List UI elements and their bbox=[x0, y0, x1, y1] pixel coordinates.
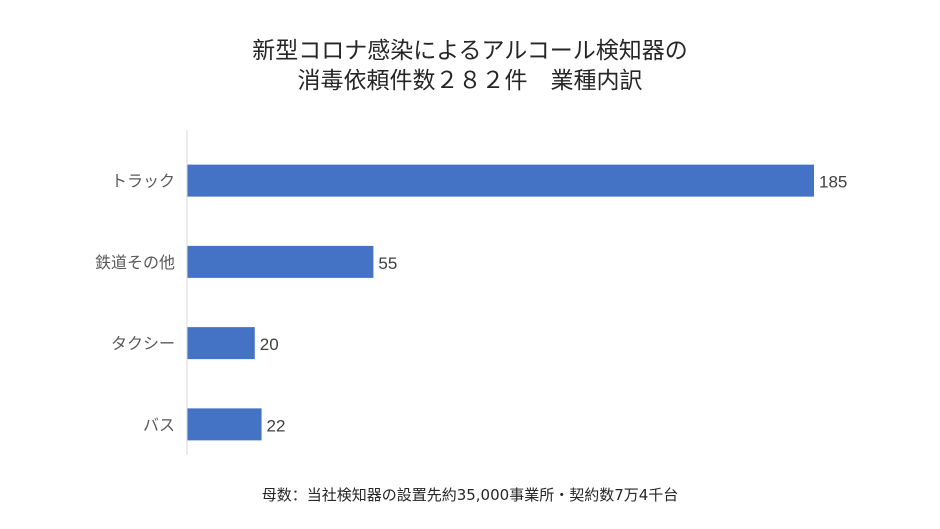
bar-2 bbox=[187, 327, 255, 360]
data-label: 22 bbox=[267, 416, 286, 435]
data-label: 185 bbox=[819, 173, 847, 192]
bar-3 bbox=[187, 408, 262, 441]
footnote: 母数：当社検知器の設置先約35,000事業所・契約数7万4千台 bbox=[261, 486, 679, 504]
chart-title: 新型コロナ感染によるアルコール検知器の 消毒依頼件数２８２件 業種内訳 bbox=[0, 36, 940, 96]
bar-0 bbox=[187, 164, 814, 197]
chart-title-line-2: 消毒依頼件数２８２件 業種内訳 bbox=[297, 68, 643, 94]
chart-title-line-1: 新型コロナ感染によるアルコール検知器の bbox=[252, 38, 688, 64]
bar-1 bbox=[187, 245, 374, 278]
category-label: バス bbox=[143, 415, 175, 434]
category-label: トラック bbox=[111, 172, 175, 191]
data-label: 55 bbox=[378, 254, 397, 273]
category-label: タクシー bbox=[111, 334, 175, 353]
category-label: 鉄道その他 bbox=[95, 253, 175, 272]
data-label: 20 bbox=[260, 335, 279, 354]
